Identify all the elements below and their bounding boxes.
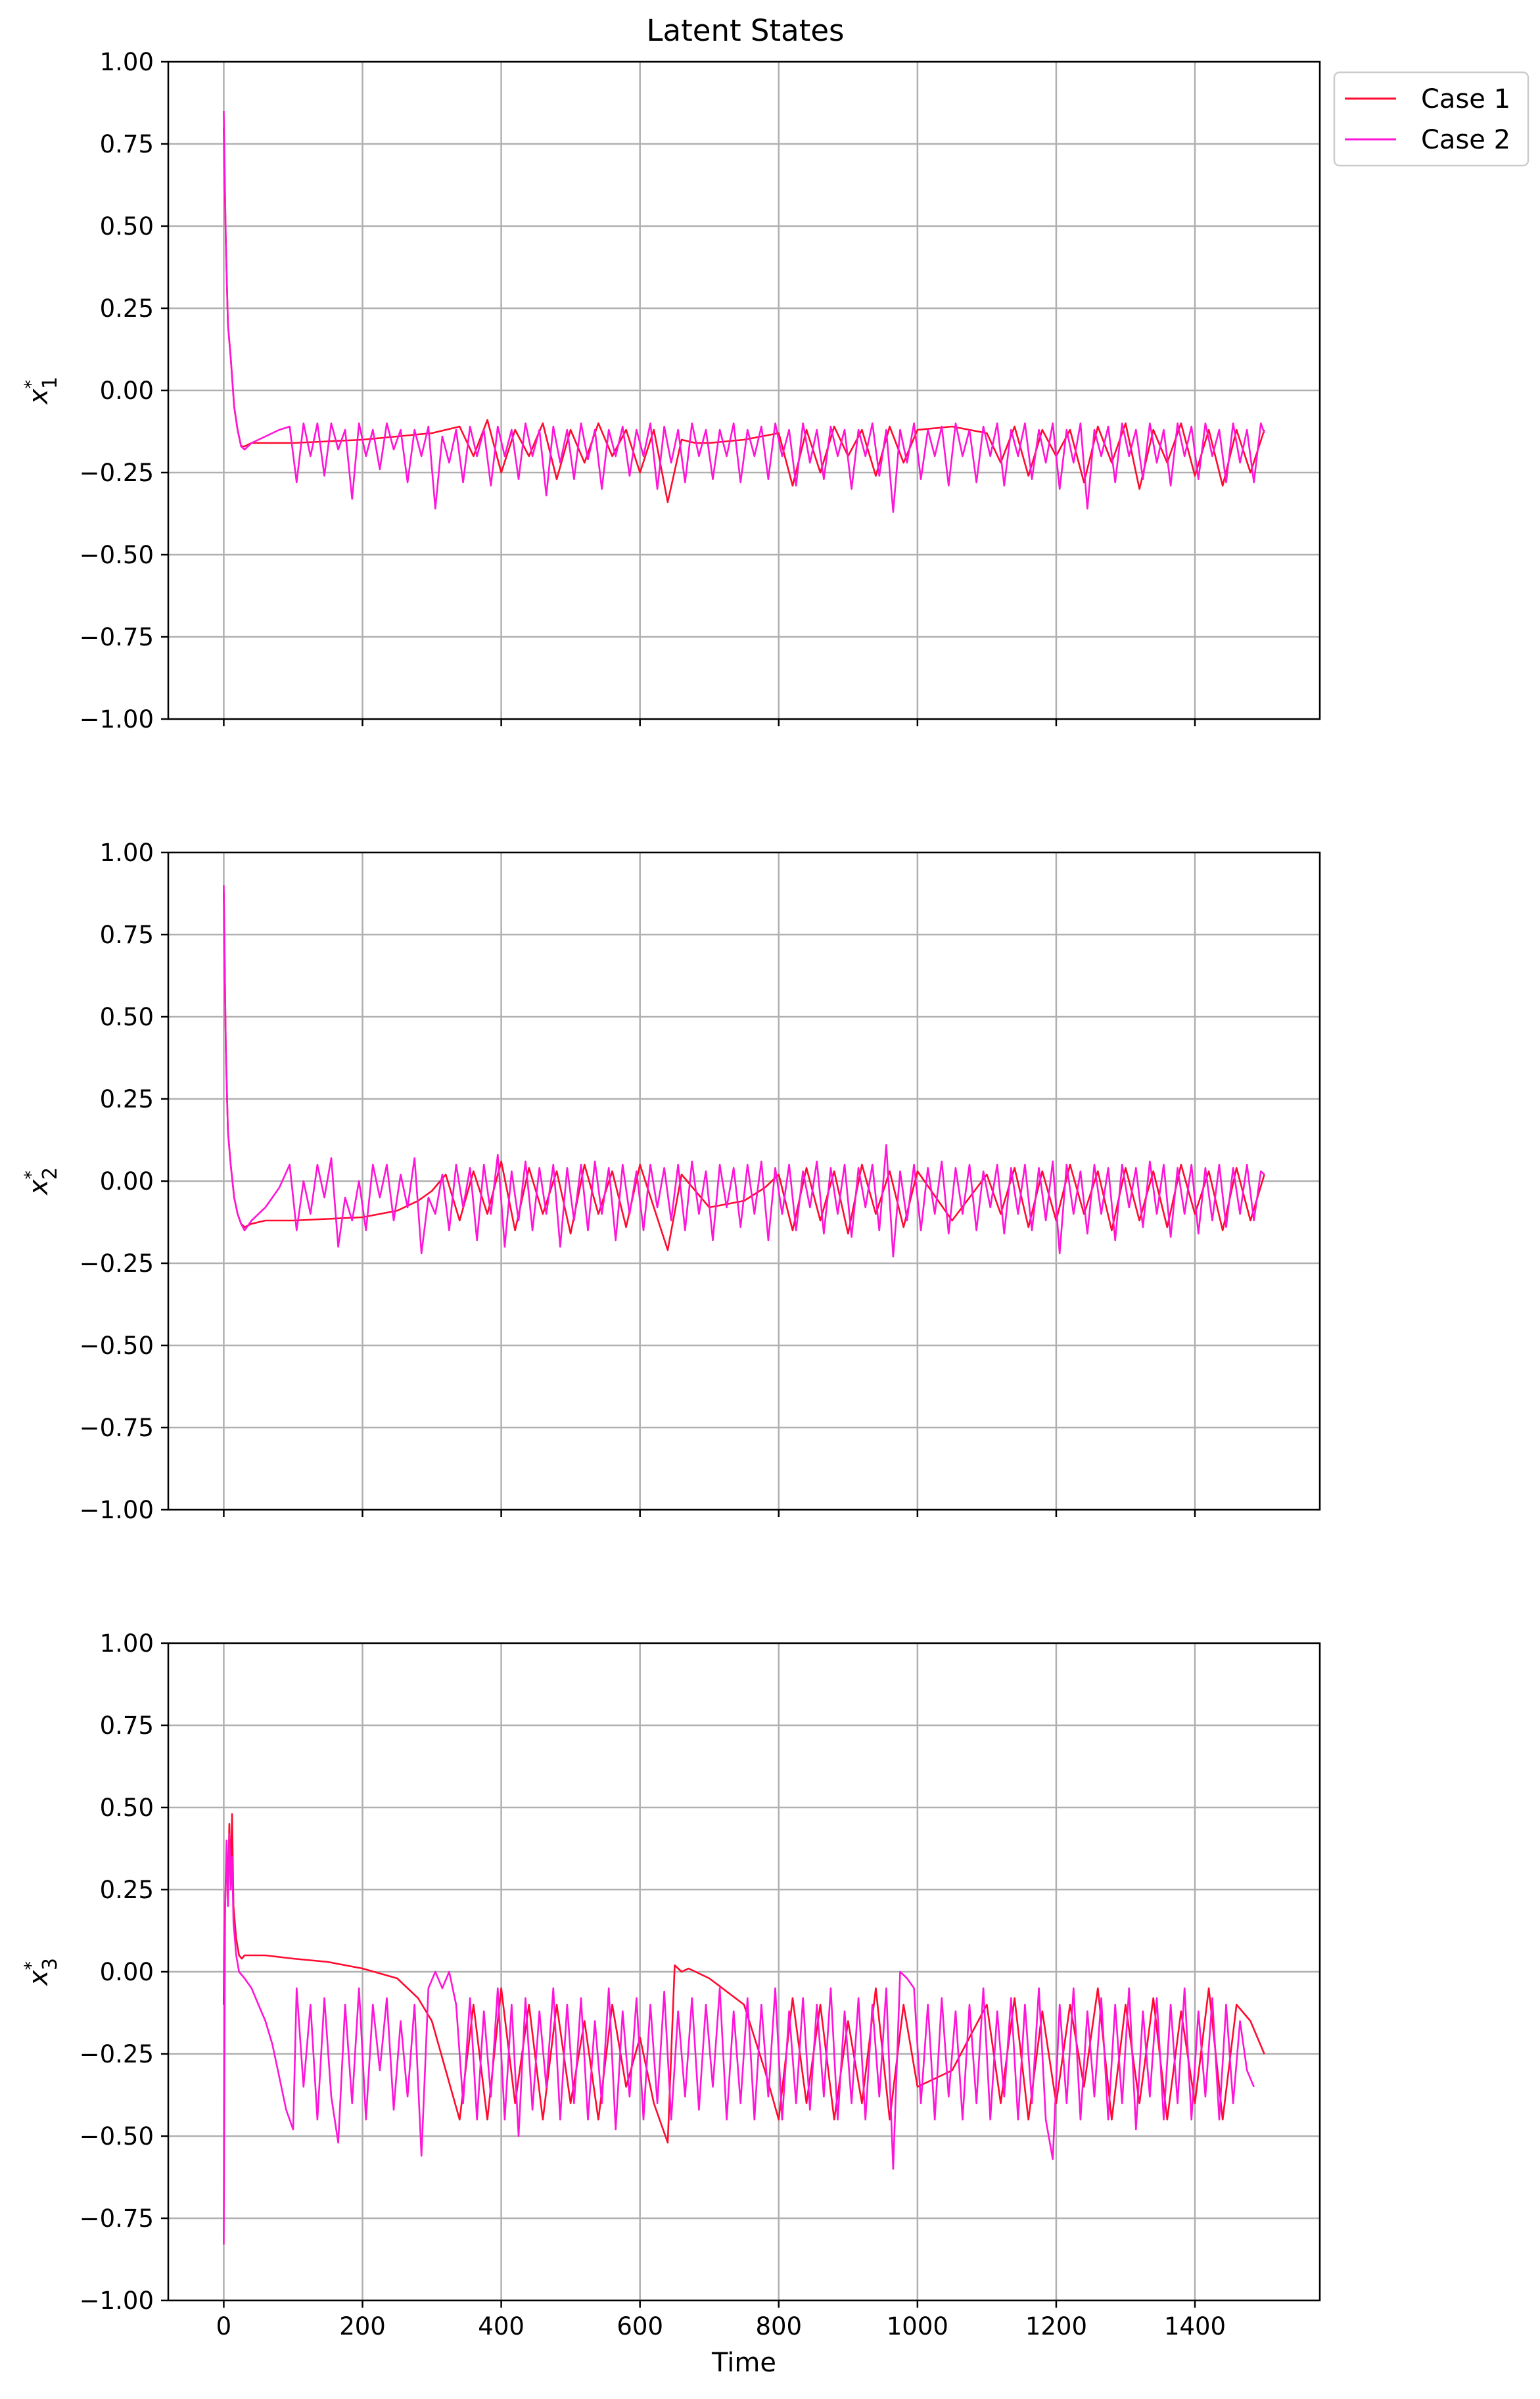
subplot-2: −1.00 −0.75 −0.50 −0.25 0.00 0.25 0.50 0.75 1.00… <box>21 839 1321 1524</box>
y-tick-label: 1.00 <box>100 48 154 76</box>
y-tick-label: 1.00 <box>100 1629 154 1658</box>
y-tick-label: −0.25 <box>80 459 154 487</box>
y-tick-label: 0.50 <box>100 1003 154 1031</box>
y-tick-label: −0.50 <box>80 541 154 569</box>
subplot-3: 0 200 400 600 800 1000 1200 1400 −1.00 −0.75 −0.50… <box>21 1629 1321 2378</box>
y-tick-label: 0.25 <box>100 1876 154 1904</box>
subplots: −1.00 −0.75 −0.50 −0.25 0.00 0.25 0.50 0.75 1.00… <box>21 48 1321 2378</box>
subplot-1: −1.00 −0.75 −0.50 −0.25 0.00 0.25 0.50 0.75 1.00… <box>21 48 1321 734</box>
legend: Case 1 Case 2 <box>1333 71 1529 167</box>
y-tick-label: −1.00 <box>80 1496 154 1524</box>
x-tick-label: 200 <box>339 2312 386 2341</box>
subplot-1-frame <box>167 60 1321 720</box>
y-tick-label: 0.75 <box>100 130 154 158</box>
legend-label-case-2: Case 2 <box>1421 125 1510 155</box>
y-tick-label: −0.50 <box>80 2122 154 2151</box>
series-line-case-2 <box>223 110 1265 513</box>
y-tick-label: 1.00 <box>100 839 154 867</box>
x-tick-label: 0 <box>216 2312 232 2341</box>
y-tick-label: −0.25 <box>80 1249 154 1278</box>
y-axis-label: x*2 <box>21 1167 62 1196</box>
y-tick-label: −0.50 <box>80 1332 154 1360</box>
subplot-3-frame <box>167 1642 1321 2302</box>
y-tick-label: −0.75 <box>80 623 154 651</box>
series-line-case-2 <box>223 885 1265 1258</box>
y-axis-label: x*3 <box>21 1958 62 1987</box>
y-tick-label: 0.00 <box>100 1167 154 1196</box>
y-tick-label: 0.25 <box>100 294 154 323</box>
x-tick-label: 600 <box>617 2312 663 2341</box>
legend-label-case-1: Case 1 <box>1421 84 1510 114</box>
x-tick-label: 1000 <box>887 2312 948 2341</box>
y-tick-label: −1.00 <box>80 2287 154 2315</box>
y-axis-label: x*1 <box>21 377 62 406</box>
subplot-2-frame <box>167 851 1321 1511</box>
series-line-case-2 <box>223 1832 1255 2245</box>
y-tick-label: 0.00 <box>100 1958 154 1986</box>
subplot-2-grid <box>168 851 1320 1511</box>
figure-title: Latent States <box>646 13 844 48</box>
y-tick-label: 0.75 <box>100 1712 154 1740</box>
y-tick-label: −0.75 <box>80 1414 154 1442</box>
y-tick-label: −0.75 <box>80 2204 154 2233</box>
y-tick-label: 0.50 <box>100 212 154 241</box>
x-tick-label: 400 <box>478 2312 525 2341</box>
y-tick-label: −1.00 <box>80 705 154 734</box>
series-line-case-1 <box>223 1813 1265 2144</box>
series-line-case-1 <box>223 127 1265 503</box>
x-tick-label: 800 <box>755 2312 802 2341</box>
y-tick-label: 0.00 <box>100 377 154 405</box>
y-tick-label: 0.75 <box>100 921 154 949</box>
legend-box <box>1333 71 1529 167</box>
y-tick-label: 0.25 <box>100 1085 154 1113</box>
x-tick-label: 1400 <box>1164 2312 1226 2341</box>
x-tick-label: 1200 <box>1025 2312 1087 2341</box>
x-axis-label: Time <box>711 2348 776 2378</box>
y-tick-label: −0.25 <box>80 2040 154 2068</box>
y-tick-label: 0.50 <box>100 1794 154 1822</box>
